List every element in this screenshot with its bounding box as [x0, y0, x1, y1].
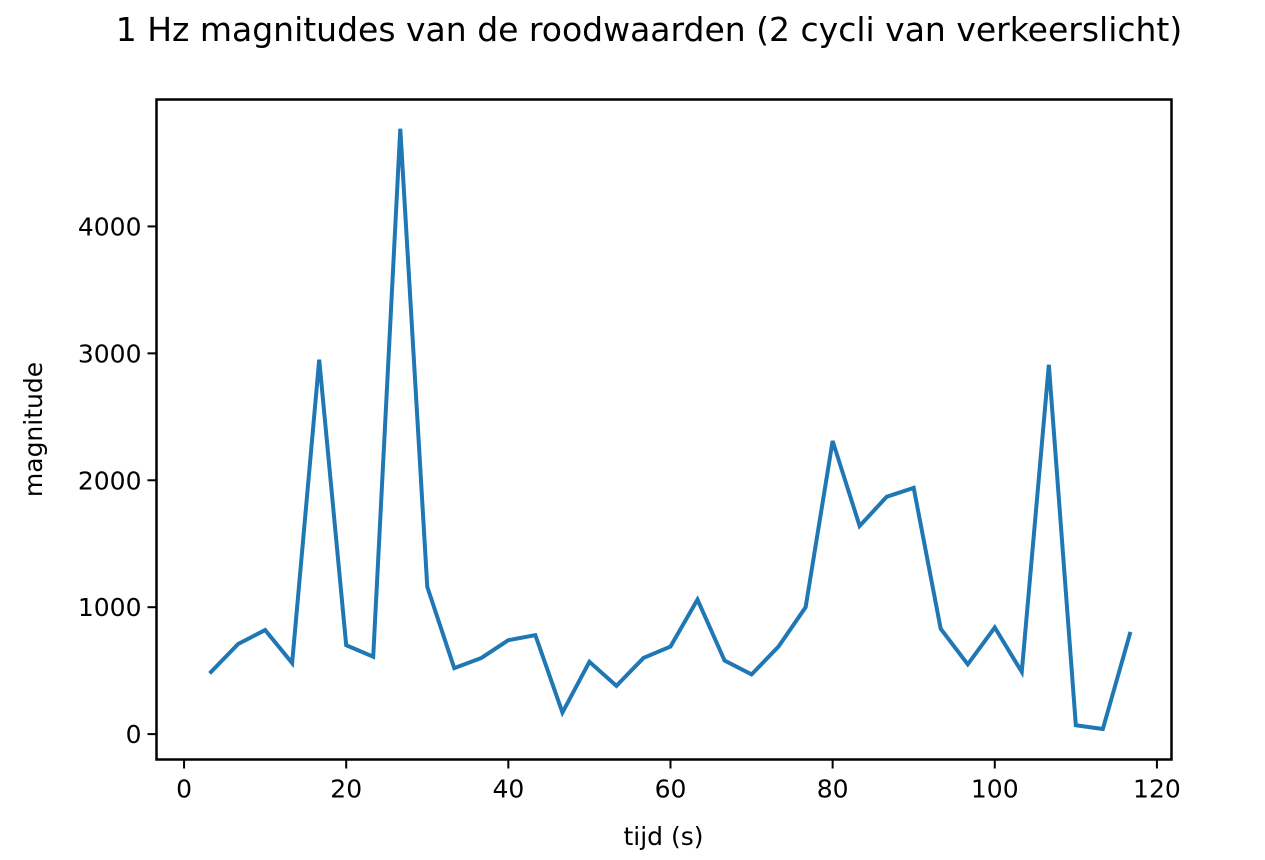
- y-axis: 0 1000 2000 3000 4000: [78, 212, 157, 749]
- x-tick-label: 80: [817, 775, 849, 804]
- y-tick-label: 1000: [78, 593, 142, 622]
- x-tick-label: 40: [492, 775, 524, 804]
- x-tick-label: 0: [176, 775, 192, 804]
- y-tick-label: 4000: [78, 212, 142, 241]
- x-tick-label: 60: [655, 775, 687, 804]
- series-line: [208, 128, 1133, 732]
- plot-frame: [155, 98, 1173, 761]
- chart-title: 1 Hz magnitudes van de roodwaarden (2 cy…: [116, 10, 1183, 49]
- x-axis-label: tijd (s): [623, 822, 703, 851]
- x-tick-label: 100: [971, 775, 1019, 804]
- series-layer: [208, 128, 1133, 732]
- x-axis: 0 20 40 60 80 100 120: [176, 759, 1181, 804]
- x-tick-label: 20: [330, 775, 362, 804]
- y-tick-label: 0: [126, 720, 142, 749]
- y-axis-label: magnitude: [19, 362, 48, 497]
- y-tick-label: 3000: [78, 339, 142, 368]
- y-tick-label: 2000: [78, 466, 142, 495]
- x-tick-label: 120: [1133, 775, 1181, 804]
